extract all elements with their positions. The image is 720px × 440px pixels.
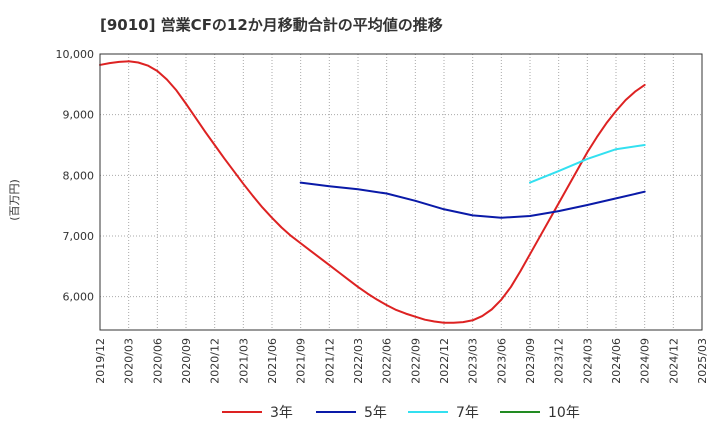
legend-item: 3年 xyxy=(222,400,293,424)
x-tick-label: 2025/03 xyxy=(696,338,709,384)
series-line-5年 xyxy=(299,181,646,219)
chart-title: [9010] 営業CFの12か月移動合計の平均値の推移 xyxy=(100,16,443,34)
legend-swatch xyxy=(408,411,448,413)
y-tick-label: 10,000 xyxy=(56,48,95,61)
x-tick-labels: 2019/12 2020/03 2020/06 2020/09 2020/12 2021/… xyxy=(94,338,709,384)
y-tick-label: 6,000 xyxy=(63,291,95,304)
legend-swatch xyxy=(500,411,540,413)
legend-label: 5年 xyxy=(364,405,387,421)
x-tick-label: 2023/12 xyxy=(553,338,566,384)
axes xyxy=(99,53,703,331)
x-tick-label: 2023/03 xyxy=(467,338,480,384)
x-tick-label: 2023/09 xyxy=(524,338,537,384)
series-lines xyxy=(99,60,646,324)
x-tick-label: 2021/12 xyxy=(323,338,336,384)
legend-label: 3年 xyxy=(270,405,293,421)
series-line-7年 xyxy=(529,143,646,184)
x-tick-label: 2021/03 xyxy=(237,338,250,384)
x-tick-label: 2024/06 xyxy=(610,338,623,384)
legend-swatch xyxy=(222,411,262,413)
x-tick-label: 2021/09 xyxy=(295,338,308,384)
y-tick-labels: 6,000 7,000 8,000 9,000 10,000 xyxy=(56,48,95,304)
x-tick-label: 2020/12 xyxy=(209,338,222,384)
x-tick-label: 2023/06 xyxy=(495,338,508,384)
plot-area-background xyxy=(100,54,702,330)
x-tick-label: 2024/12 xyxy=(667,338,680,384)
legend-swatch xyxy=(316,411,356,413)
x-tick-label: 2021/06 xyxy=(266,338,279,384)
y-tick-label: 9,000 xyxy=(63,109,95,122)
legend-label: 7年 xyxy=(456,405,479,421)
legend-item: 5年 xyxy=(316,400,387,424)
y-axis-label: (百万円) xyxy=(8,179,21,221)
grid-lines xyxy=(99,53,703,330)
x-tick-label: 2020/09 xyxy=(180,338,193,384)
y-tick-label: 7,000 xyxy=(63,230,95,243)
line-chart: 6,000 7,000 8,000 9,000 10,000 2019/12 2020/0… xyxy=(8,48,709,384)
x-tick-label: 2024/03 xyxy=(581,338,594,384)
x-tick-label: 2022/03 xyxy=(352,338,365,384)
x-tick-label: 2022/12 xyxy=(438,338,451,384)
x-tick-label: 2020/06 xyxy=(151,338,164,384)
legend-label: 10年 xyxy=(548,405,580,421)
x-tick-label: 2020/03 xyxy=(123,338,136,384)
y-tick-label: 8,000 xyxy=(63,169,95,182)
legend-item: 7年 xyxy=(408,400,479,424)
x-tick-label: 2022/09 xyxy=(409,338,422,384)
legend-item: 10年 xyxy=(500,400,580,424)
x-tick-label: 2019/12 xyxy=(94,338,107,384)
x-tick-label: 2024/09 xyxy=(639,338,652,384)
x-tick-label: 2022/06 xyxy=(381,338,394,384)
legend: 3年 5年 7年 10年 xyxy=(0,400,720,424)
plot-frame xyxy=(99,53,703,331)
